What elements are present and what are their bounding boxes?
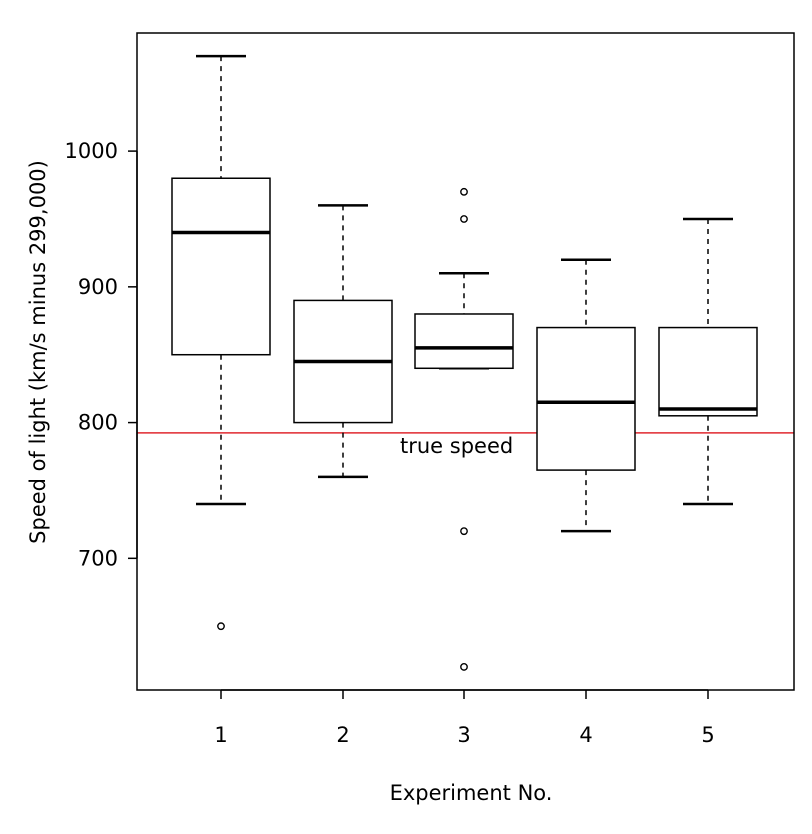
box-experiment-3 [414, 187, 514, 671]
box-experiment-5 [658, 217, 758, 506]
iqr-box [658, 326, 758, 417]
outlier-point [460, 663, 468, 671]
box-experiment-4 [536, 258, 636, 533]
boxes-layer [171, 54, 758, 671]
x-tick-label: 2 [336, 723, 349, 747]
box-experiment-1 [171, 54, 271, 631]
y-tick-label: 800 [78, 411, 118, 435]
x-axis-label: Experiment No. [390, 781, 553, 805]
y-tick-label: 1000 [65, 139, 118, 163]
outlier-point [217, 622, 225, 631]
x-tick-label: 3 [457, 723, 470, 747]
reference-line-label: true speed [400, 434, 513, 458]
iqr-box [536, 326, 636, 471]
iqr-box [414, 313, 514, 370]
outlier-point [460, 215, 468, 223]
y-tick-label: 900 [78, 275, 118, 299]
x-tick-label: 5 [701, 723, 714, 747]
outlier-point [460, 187, 468, 196]
outlier-point [460, 527, 468, 536]
y-axis-label: Speed of light (km/s minus 299,000) [26, 160, 50, 544]
x-tick-label: 1 [214, 723, 227, 747]
y-tick-label: 700 [78, 546, 118, 570]
iqr-box [171, 177, 271, 356]
x-axis: 1 2 3 4 5 [214, 689, 715, 747]
y-axis: 700 800 900 1000 [65, 139, 138, 570]
x-tick-label: 4 [579, 723, 592, 747]
box-experiment-2 [293, 204, 393, 479]
